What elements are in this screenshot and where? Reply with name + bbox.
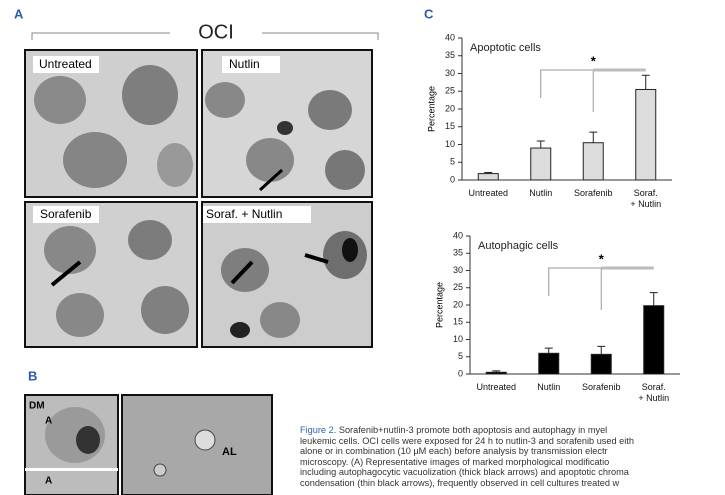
y-tick-label: 0	[458, 368, 463, 378]
x-tick-label: Soraf. + Nutlin	[638, 382, 670, 403]
micrograph: Untreated	[24, 49, 198, 198]
micrograph: DM A A	[24, 394, 119, 495]
y-tick-label: 5	[450, 157, 455, 167]
micrograph: Nutlin	[201, 49, 373, 198]
bar	[635, 88, 657, 181]
y-tick-label: 5	[458, 351, 463, 361]
bar	[582, 142, 604, 181]
panel-label: C	[424, 6, 434, 21]
caption-line: Sorafenib+nutlin-3 promote both apoptosi…	[336, 425, 608, 435]
axis-title: Percentage	[426, 86, 436, 132]
bar	[538, 352, 560, 375]
significance-label: *	[591, 53, 597, 68]
bar	[530, 147, 552, 181]
caption-line: alone or in combination (10 μM each) bef…	[300, 446, 608, 457]
y-tick-label: 30	[445, 68, 455, 78]
significance-bracket	[548, 267, 602, 310]
y-tick-label: 15	[445, 121, 455, 131]
error-bar	[641, 74, 650, 90]
error-bar	[597, 345, 606, 355]
error-bar	[492, 370, 501, 373]
chart-title: Apoptotic cells	[470, 42, 541, 54]
group-bracket	[31, 32, 379, 40]
image-label: A	[45, 476, 52, 487]
y-tick-label: 35	[445, 50, 455, 60]
y-tick-label: 30	[453, 265, 463, 275]
significance-label: *	[599, 251, 605, 266]
image-label: Untreated	[39, 57, 92, 71]
image-label: A	[45, 416, 52, 427]
x-tick-label: Soraf. + Nutlin	[630, 188, 662, 209]
x-tick-label: Nutlin	[529, 188, 553, 198]
x-tick-label: Sorafenib	[581, 382, 621, 392]
error-bar	[589, 131, 598, 143]
y-tick-label: 25	[445, 86, 455, 96]
image-label: Nutlin	[229, 57, 260, 71]
caption-line: including autophagocytic vacuolization (…	[300, 467, 629, 478]
figure-caption: Figure 2. Sorafenib+nutlin-3 promote bot…	[300, 425, 725, 495]
image-label: AL	[222, 446, 237, 458]
image-label-box	[33, 206, 99, 223]
micrograph: Soraf. + Nutlin	[201, 201, 373, 348]
y-tick-label: 25	[453, 282, 463, 292]
panel-label: B	[28, 368, 37, 383]
axis-title: Percentage	[434, 282, 444, 328]
micrograph: Sorafenib	[24, 201, 198, 348]
error-bar	[536, 140, 545, 149]
y-tick-label: 0	[450, 174, 455, 184]
y-tick-label: 10	[453, 334, 463, 344]
error-bar	[649, 292, 658, 306]
chart-title: Autophagic cells	[478, 240, 559, 252]
y-tick-label: 15	[453, 317, 463, 327]
y-tick-label: 20	[453, 299, 463, 309]
x-tick-label: Sorafenib	[573, 188, 613, 198]
x-tick-label: Untreated	[476, 382, 517, 392]
group-label: OCI	[198, 21, 234, 43]
error-bar	[484, 172, 493, 174]
image-label: Sorafenib	[40, 207, 92, 221]
image-label-box	[222, 56, 280, 73]
image-label: Soraf. + Nutlin	[206, 207, 282, 221]
bar	[477, 173, 499, 181]
error-bar	[544, 347, 553, 354]
significance-bracket	[540, 69, 594, 112]
y-tick-label: 40	[453, 230, 463, 240]
caption-line: condensation (thin black arrows), freque…	[300, 477, 620, 488]
bar	[485, 371, 507, 375]
caption-line: microscopy. (A) Representative images of…	[300, 456, 610, 467]
x-tick-label: Untreated	[468, 188, 509, 198]
image-label: DM	[29, 401, 45, 412]
micrograph: AL	[121, 394, 273, 495]
y-tick-label: 40	[445, 32, 455, 42]
caption-label: Figure 2.	[300, 425, 337, 435]
bar	[643, 305, 665, 375]
y-tick-label: 10	[445, 139, 455, 149]
panel-label: A	[14, 6, 24, 21]
x-tick-label: Nutlin	[537, 382, 561, 392]
image-label-box	[33, 56, 99, 73]
caption-line: leukemic cells. OCI cells were exposed f…	[300, 435, 634, 446]
y-tick-label: 35	[453, 248, 463, 258]
y-tick-label: 20	[445, 103, 455, 113]
image-label-box	[203, 206, 311, 223]
bar	[590, 353, 612, 375]
